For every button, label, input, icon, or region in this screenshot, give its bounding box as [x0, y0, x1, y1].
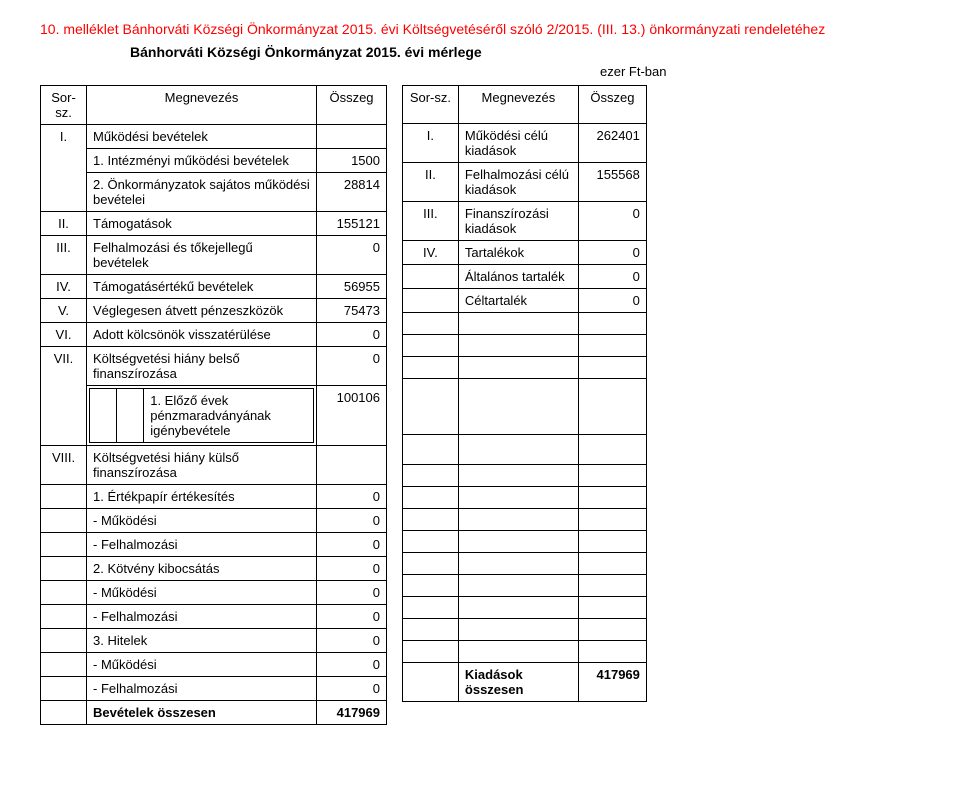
cell: Finanszírozási kiadások	[458, 201, 578, 240]
hdr-sor-r: Sor-sz.	[402, 85, 458, 123]
cell: 0	[317, 322, 387, 346]
cell: 1. Intézményi működési bevételek	[87, 148, 317, 172]
cell: 0	[578, 201, 646, 240]
cell: I.	[402, 123, 458, 162]
cell: 3. Hitelek	[87, 628, 317, 652]
cell: V.	[41, 298, 87, 322]
right-table: Sor-sz. Megnevezés Összeg I. Működési cé…	[402, 85, 647, 702]
hdr-osszeg-l: Összeg	[317, 85, 387, 124]
total-right-label: Kiadások összesen	[458, 662, 578, 701]
cell: 0	[317, 628, 387, 652]
cell: II.	[41, 211, 87, 235]
cell: 56955	[317, 274, 387, 298]
cell: 0	[317, 604, 387, 628]
cell: 155568	[578, 162, 646, 201]
cell: Működési célú kiadások	[458, 123, 578, 162]
cell: 0	[317, 580, 387, 604]
cell	[317, 124, 387, 148]
cell: VI.	[41, 322, 87, 346]
cell: 1500	[317, 148, 387, 172]
cell: - Felhalmozási	[87, 676, 317, 700]
hdr-megnev-l: Megnevezés	[87, 85, 317, 124]
cell: Működési bevételek	[87, 124, 317, 148]
cell: IV.	[402, 240, 458, 264]
cell: 0	[578, 264, 646, 288]
cell: 1. Előző évek pénzmaradványának igénybev…	[87, 385, 317, 445]
cell: 155121	[317, 211, 387, 235]
cell: 0	[317, 508, 387, 532]
cell: IV.	[41, 274, 87, 298]
cell: III.	[402, 201, 458, 240]
total-left-value: 417969	[317, 700, 387, 724]
cell: 0	[317, 556, 387, 580]
left-table: Sor-sz. Megnevezés Összeg I. Működési be…	[40, 85, 387, 725]
cell: - Felhalmozási	[87, 604, 317, 628]
cell	[317, 445, 387, 484]
cell: - Felhalmozási	[87, 532, 317, 556]
cell: 1. Értékpapír értékesítés	[87, 484, 317, 508]
cell: 0	[317, 346, 387, 385]
cell: 0	[317, 676, 387, 700]
cell: Céltartalék	[458, 288, 578, 312]
cell: Felhalmozási és tőkejellegű bevételek	[87, 235, 317, 274]
cell: - Működési	[87, 508, 317, 532]
cell: 0	[317, 484, 387, 508]
cell: 28814	[317, 172, 387, 211]
heading-line1: 10. melléklet Bánhorváti Községi Önkormá…	[40, 20, 920, 40]
cell: Felhalmozási célú kiadások	[458, 162, 578, 201]
hdr-sor-l: Sor-sz.	[41, 85, 87, 124]
hdr-megnev-r: Megnevezés	[458, 85, 578, 123]
cell: 0	[578, 288, 646, 312]
cell: Támogatásértékű bevételek	[87, 274, 317, 298]
cell: VIII.	[41, 445, 87, 484]
cell: I.	[41, 124, 87, 211]
total-right-value: 417969	[578, 662, 646, 701]
cell: 75473	[317, 298, 387, 322]
cell: - Működési	[87, 652, 317, 676]
hdr-osszeg-r: Összeg	[578, 85, 646, 123]
cell: Adott kölcsönök visszatérülése	[87, 322, 317, 346]
cell: Költségvetési hiány belső finanszírozása	[87, 346, 317, 385]
cell: 0	[317, 532, 387, 556]
cell: 0	[578, 240, 646, 264]
unit-label: ezer Ft-ban	[600, 64, 920, 79]
cell: 2. Kötvény kibocsátás	[87, 556, 317, 580]
cell: 262401	[578, 123, 646, 162]
cell: 2. Önkormányzatok sajátos működési bevét…	[87, 172, 317, 211]
cell: 0	[317, 235, 387, 274]
cell: III.	[41, 235, 87, 274]
cell: Tartalékok	[458, 240, 578, 264]
cell: Véglegesen átvett pénzeszközök	[87, 298, 317, 322]
cell: - Működési	[87, 580, 317, 604]
cell: Általános tartalék	[458, 264, 578, 288]
cell: 1. Előző évek pénzmaradványának igénybev…	[144, 388, 314, 442]
heading-line2: Bánhorváti Községi Önkormányzat 2015. év…	[40, 44, 920, 60]
cell: Költségvetési hiány külső finanszírozása	[87, 445, 317, 484]
cell: Támogatások	[87, 211, 317, 235]
cell: VII.	[41, 346, 87, 445]
cell: 0	[317, 652, 387, 676]
cell: II.	[402, 162, 458, 201]
cell: 100106	[317, 385, 387, 445]
total-left-label: Bevételek összesen	[87, 700, 317, 724]
